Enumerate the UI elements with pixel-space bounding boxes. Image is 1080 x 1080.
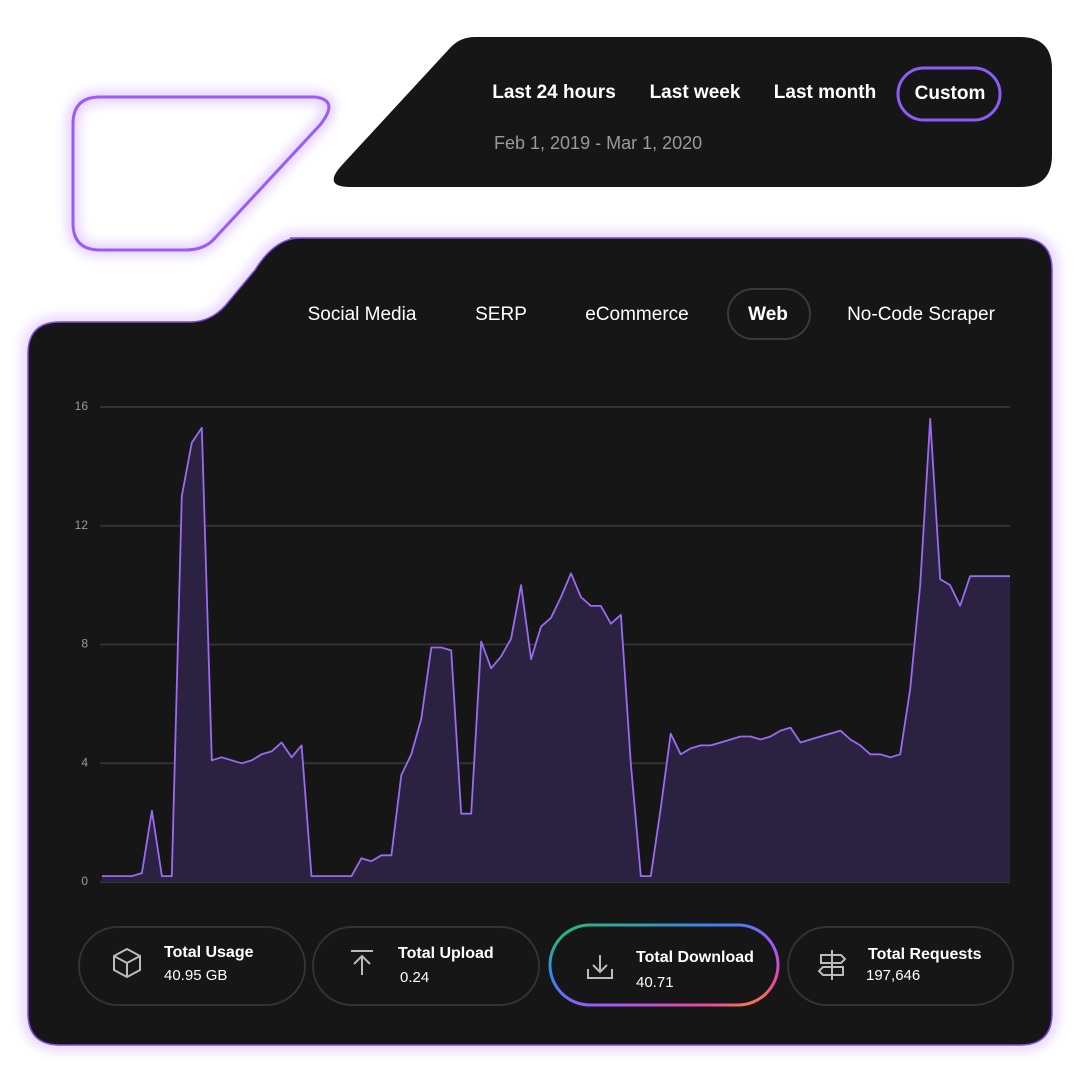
stat-card	[787, 926, 1014, 1006]
tab[interactable]: eCommerce	[585, 304, 688, 325]
stat-label: Total Usage	[164, 944, 254, 961]
icons	[113, 947, 847, 980]
stat-label: Total Upload	[398, 945, 494, 962]
tab[interactable]: Social Media	[308, 304, 417, 325]
upload-icon	[351, 950, 373, 975]
outline-shape	[71, 95, 331, 252]
time-option-selected[interactable]: Custom	[915, 83, 986, 104]
stat-card	[312, 926, 540, 1006]
time-option[interactable]: Last 24 hours	[492, 82, 616, 103]
tab-selected[interactable]: Web	[748, 304, 788, 325]
signpost-icon	[817, 950, 847, 980]
selected-tab-pill	[727, 288, 811, 340]
stat-card-active	[548, 923, 780, 1007]
stat-label: Total Requests	[868, 946, 982, 963]
time-filter-panel	[333, 37, 1053, 187]
y-tick-label: 0	[81, 874, 88, 888]
stat-label: Total Download	[636, 949, 754, 966]
area-line	[102, 418, 1010, 877]
box-icon	[113, 947, 141, 979]
y-tick-label: 8	[81, 637, 88, 651]
tab[interactable]: SERP	[475, 304, 527, 325]
stat-value: 197,646	[866, 967, 920, 984]
stat-value: 0.24	[400, 969, 429, 986]
download-icon	[587, 955, 613, 979]
selected-pill	[896, 66, 1002, 122]
stat-value: 40.95 GB	[164, 967, 227, 984]
area-fill	[102, 418, 1010, 882]
tab[interactable]: No-Code Scraper	[847, 304, 996, 325]
y-tick-label: 16	[75, 399, 89, 413]
stat-card	[78, 926, 306, 1006]
glow-outline	[68, 92, 334, 255]
time-option[interactable]: Last month	[774, 82, 876, 103]
y-tick-label: 4	[81, 755, 88, 769]
chart: 0 4 8 12 16	[75, 399, 1010, 888]
date-range: Feb 1, 2019 - Mar 1, 2020	[494, 133, 702, 153]
time-option[interactable]: Last week	[650, 82, 741, 103]
y-tick-label: 12	[75, 518, 89, 532]
stat-value: 40.71	[636, 974, 674, 991]
